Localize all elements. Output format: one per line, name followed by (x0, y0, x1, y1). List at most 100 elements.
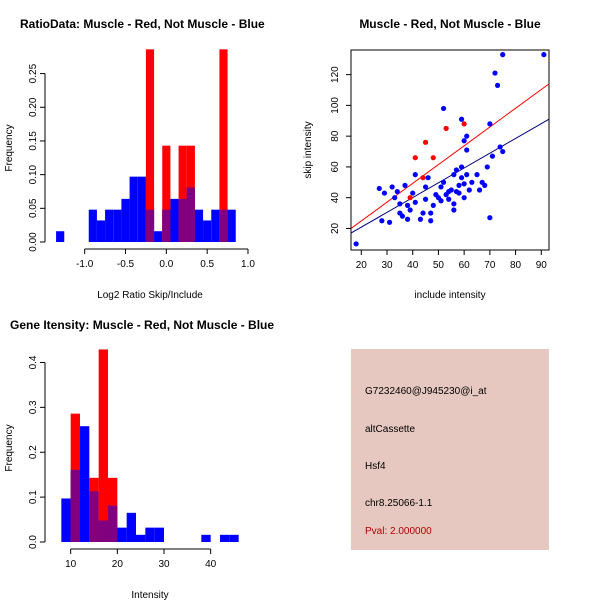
ratio-histogram-blue-bar (121, 198, 130, 242)
scatter-point-not-muscle (399, 213, 406, 219)
scatter-point-not-muscle (476, 187, 483, 193)
ratio-histogram-blue-bar (88, 209, 97, 242)
scatter-point-not-muscle (430, 202, 436, 208)
ratio-histogram-panel: RatioData: Muscle - Red, Not Muscle - Bl… (4, 17, 265, 301)
scatter-point-not-muscle (353, 241, 359, 247)
intensity-histogram-bars (61, 349, 239, 542)
ratio-histogram-y-tick-label: 0.10 (28, 164, 39, 184)
intensity-histogram-blue-bar (80, 426, 90, 542)
intensity-histogram-title: Gene Itensity: Muscle - Red, Not Muscle … (10, 318, 274, 332)
ratio-histogram-overlap-bar (219, 209, 228, 242)
intensity-histogram-x-tick-label: 30 (158, 559, 170, 570)
scatter-x-tick-label: 40 (407, 260, 419, 271)
scatter-point-not-muscle (494, 82, 501, 88)
intensity-histogram-overlap-bar (70, 469, 80, 542)
scatter-point-muscle (461, 121, 467, 127)
intensity-histogram-y-tick-label: 0.4 (28, 355, 39, 369)
scatter-point-not-muscle (404, 202, 411, 208)
scatter-point-not-muscle (466, 187, 472, 193)
intensity-histogram-y-tick-label: 0.0 (28, 535, 39, 549)
ratio-histogram-y-tick-label: 0.15 (28, 131, 39, 151)
scatter-point-not-muscle (425, 175, 431, 181)
ratio-histogram-red-bar (145, 49, 155, 242)
scatter-panel: Muscle - Red, Not Muscle - Blue 20 30 40 50… (303, 17, 550, 301)
scatter-point-not-muscle (461, 138, 467, 144)
scatter-point-not-muscle (392, 195, 398, 201)
scatter-point-not-muscle (407, 207, 413, 213)
scatter-point-not-muscle (456, 182, 462, 188)
ratio-histogram-y-tick-label: 0.20 (28, 97, 39, 117)
scatter-point-not-muscle (394, 188, 400, 195)
ratio-histogram-blue-bar (56, 231, 65, 242)
ratio-histogram-blue-bar (194, 209, 204, 242)
ratio-histogram-x-tick-label: -0.5 (117, 259, 135, 270)
ratio-histogram-overlap-bar (186, 187, 195, 242)
scatter-point-not-muscle (404, 216, 411, 222)
ratio-histogram-overlap-bar (162, 209, 171, 242)
scatter-point-not-muscle (420, 210, 426, 216)
intensity-histogram-y-tick-label: 0.1 (28, 490, 39, 504)
scatter-y-tick-label: 20 (330, 222, 341, 234)
scatter-point-not-muscle (492, 70, 498, 76)
ratio-histogram-blue-bar (129, 176, 138, 242)
scatter-point-not-muscle (451, 201, 457, 207)
intensity-histogram-x-tick-label: 40 (205, 559, 217, 570)
event-type-text: altCassette (365, 424, 416, 435)
info-panel: G7232460@J945230@i_at altCassette Hsf4 c… (351, 349, 549, 550)
scatter-y-tick-label: 60 (330, 161, 341, 173)
intensity-histogram-blue-bar (126, 512, 136, 542)
scatter-point-not-muscle (458, 175, 465, 181)
scatter-fit-line (350, 118, 550, 234)
gene-name-text: Hsf4 (365, 461, 386, 472)
ratio-histogram-blue-bar (170, 198, 179, 242)
ratio-histogram-blue-bar (105, 209, 114, 242)
scatter-point-not-muscle (461, 181, 467, 187)
scatter-points (353, 52, 547, 247)
intensity-histogram-blue-bar (61, 498, 71, 542)
scatter-point-not-muscle (417, 216, 424, 222)
intensity-histogram-blue-bar (229, 534, 239, 542)
scatter-point-not-muscle (464, 133, 470, 139)
scatter-point-muscle (430, 155, 436, 161)
intensity-histogram-blue-bar (117, 527, 127, 542)
scatter-point-not-muscle (461, 195, 467, 201)
intensity-histogram-y-tick-label: 0.3 (28, 400, 39, 414)
scatter-point-not-muscle (448, 187, 454, 193)
intensity-histogram-overlap-bar (108, 505, 118, 542)
ratio-histogram-ylabel: Frequency (4, 124, 15, 171)
scatter-point-not-muscle (487, 215, 493, 221)
ratio-histogram-title: RatioData: Muscle - Red, Not Muscle - Bl… (20, 17, 265, 31)
scatter-point-not-muscle (497, 144, 503, 150)
scatter-point-not-muscle (464, 172, 470, 178)
scatter-y-tick-label: 120 (330, 66, 341, 83)
scatter-point-not-muscle (487, 121, 493, 127)
scatter-point-not-muscle (438, 198, 444, 204)
scatter-point-not-muscle (464, 147, 470, 153)
ratio-histogram-y-tick-label: 0.05 (28, 198, 39, 218)
scatter-point-not-muscle (412, 199, 418, 205)
scatter-point-not-muscle (451, 207, 457, 213)
intensity-histogram-blue-bar (145, 527, 155, 542)
scatter-xlabel: include intensity (414, 290, 485, 301)
scatter-point-not-muscle (402, 182, 408, 188)
scatter-point-muscle (422, 139, 429, 145)
scatter-title: Muscle - Red, Not Muscle - Blue (359, 17, 541, 31)
scatter-point-not-muscle (386, 219, 393, 225)
ratio-histogram-blue-bar (211, 209, 220, 242)
ratio-histogram-overlap-bar (178, 198, 187, 242)
scatter-point-not-muscle (458, 116, 465, 122)
scatter-point-not-muscle (438, 184, 444, 190)
scatter-point-muscle (412, 155, 418, 161)
scatter-point-muscle (420, 175, 426, 181)
ratio-histogram-blue-bar (154, 231, 163, 242)
scatter-x-tick-label: 50 (433, 260, 445, 271)
scatter-point-muscle (407, 195, 413, 201)
scatter-x-tick-label: 60 (459, 260, 471, 271)
ratio-histogram-red-bar (219, 49, 228, 242)
scatter-point-not-muscle (500, 148, 506, 155)
ratio-histogram-blue-bar (113, 209, 122, 242)
scatter-fit-line (350, 83, 550, 229)
ratio-histogram-y-tick-label: 0.25 (28, 63, 39, 83)
ratio-histogram-red-bar (162, 145, 171, 242)
